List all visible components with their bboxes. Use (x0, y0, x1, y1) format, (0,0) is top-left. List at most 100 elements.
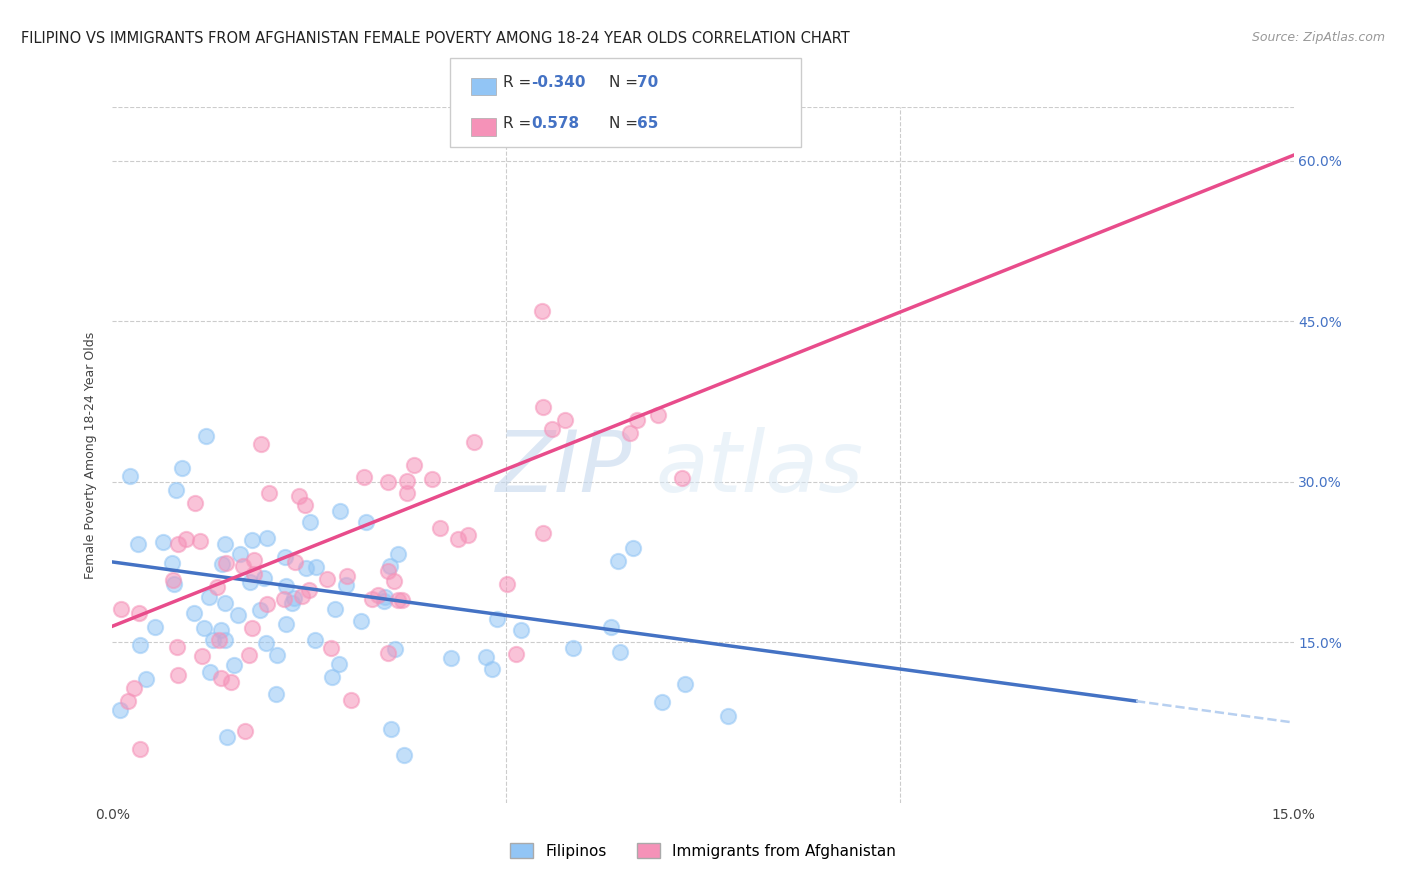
Point (214, 633, 236, 648)
Point (214, 596, 236, 610)
Point (249, 603, 271, 617)
Point (215, 557, 238, 571)
Point (531, 525, 554, 540)
Point (673, 676, 696, 690)
Point (167, 537, 190, 551)
Point (647, 409, 669, 423)
Point (166, 640, 188, 655)
Point (291, 589, 314, 603)
Point (651, 695, 673, 709)
Point (122, 681, 145, 695)
Point (194, 429, 217, 443)
Point (183, 607, 205, 621)
Point (354, 515, 377, 529)
Point (387, 592, 409, 607)
Text: 0.578: 0.578 (531, 116, 579, 130)
Point (256, 597, 278, 611)
Point (256, 531, 278, 545)
Point (174, 532, 197, 546)
Point (305, 559, 328, 574)
Point (440, 651, 463, 665)
Point (198, 590, 221, 604)
Text: atlas: atlas (655, 427, 863, 510)
Point (224, 658, 246, 673)
Point (257, 486, 280, 500)
Point (422, 473, 444, 487)
Point (378, 558, 401, 573)
Point (509, 623, 531, 637)
Point (281, 596, 304, 610)
Point (447, 532, 470, 546)
Point (264, 687, 287, 701)
Point (377, 475, 399, 489)
Point (717, 709, 740, 723)
Point (373, 593, 395, 607)
Point (219, 674, 242, 689)
Point (321, 640, 343, 655)
Point (531, 401, 554, 415)
Point (321, 670, 343, 684)
Point (404, 458, 426, 472)
Point (209, 671, 232, 685)
Point (254, 635, 277, 649)
Point (208, 632, 231, 647)
Text: ZIP: ZIP (496, 427, 633, 510)
Point (609, 645, 631, 659)
Point (325, 601, 347, 615)
Point (299, 515, 322, 529)
Point (391, 593, 413, 607)
Y-axis label: Female Poverty Among 18-24 Year Olds: Female Poverty Among 18-24 Year Olds (83, 331, 97, 579)
Point (294, 498, 316, 512)
Point (166, 668, 188, 682)
Point (377, 564, 399, 578)
Point (200, 665, 222, 680)
Point (395, 474, 418, 488)
Point (152, 534, 174, 549)
Point (671, 471, 693, 485)
Point (294, 561, 316, 575)
Point (163, 576, 186, 591)
Point (367, 588, 389, 602)
Text: 70: 70 (637, 76, 658, 90)
Point (626, 413, 648, 427)
Point (184, 496, 207, 510)
Point (253, 571, 276, 585)
Legend: Filipinos, Immigrants from Afghanistan: Filipinos, Immigrants from Afghanistan (503, 837, 903, 864)
Point (505, 648, 527, 662)
Point (160, 556, 183, 570)
Point (211, 557, 233, 571)
Point (110, 602, 132, 616)
Text: N =: N = (609, 76, 643, 90)
Point (475, 650, 498, 665)
Point (117, 694, 139, 708)
Point (531, 303, 554, 318)
Point (207, 580, 229, 594)
Point (377, 646, 399, 660)
Point (380, 722, 402, 736)
Text: FILIPINO VS IMMIGRANTS FROM AFGHANISTAN FEMALE POVERTY AMONG 18-24 YEAR OLDS COR: FILIPINO VS IMMIGRANTS FROM AFGHANISTAN … (21, 31, 849, 46)
Point (392, 747, 415, 762)
Point (190, 649, 212, 664)
Point (238, 648, 260, 662)
Point (429, 521, 451, 535)
Point (273, 592, 295, 607)
Point (387, 547, 409, 561)
Point (233, 723, 256, 738)
Point (353, 470, 375, 484)
Point (202, 633, 225, 648)
Text: R =: R = (503, 116, 541, 130)
Point (266, 648, 288, 662)
Point (128, 742, 150, 756)
Point (350, 614, 373, 628)
Point (273, 550, 295, 565)
Point (239, 574, 262, 589)
Point (485, 612, 508, 626)
Text: -0.340: -0.340 (531, 76, 586, 90)
Point (554, 413, 576, 427)
Point (607, 554, 630, 568)
Point (120, 469, 142, 483)
Point (226, 607, 249, 622)
Point (232, 559, 254, 574)
Point (215, 730, 238, 744)
Point (243, 567, 266, 582)
